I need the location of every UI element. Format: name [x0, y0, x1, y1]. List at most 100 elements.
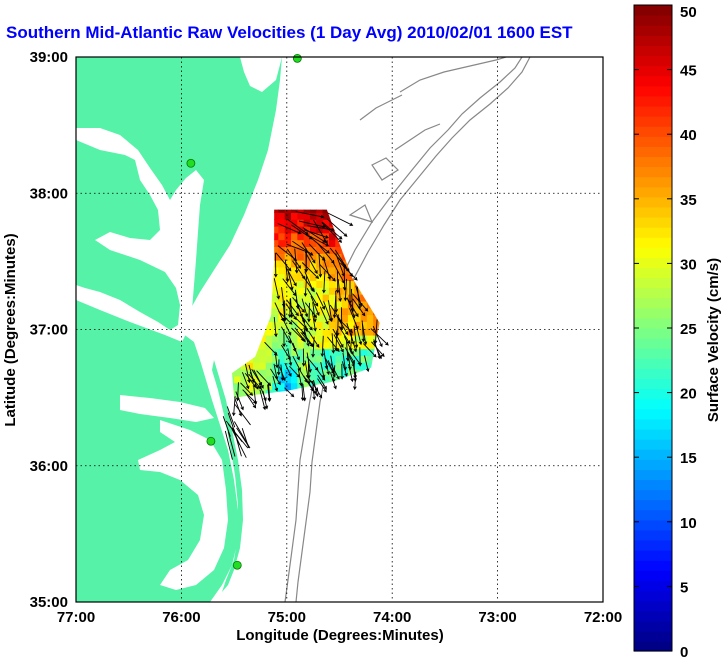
velocity-cell: [272, 239, 279, 247]
velocity-cell: [284, 321, 292, 329]
velocity-cell: [347, 369, 355, 377]
colorbar-tick-label: 10: [680, 515, 697, 532]
colorbar-swatch: [634, 307, 672, 319]
velocity-cell: [360, 334, 368, 343]
velocity-cell: [297, 253, 305, 261]
velocity-vector: [242, 372, 250, 390]
radar-site-marker: [206, 436, 216, 446]
velocity-cell: [322, 253, 330, 261]
velocity-vector: [352, 298, 366, 317]
velocity-cell: [253, 369, 260, 377]
velocity-cell: [284, 209, 292, 213]
velocity-cell: [297, 328, 305, 336]
velocity-vector: [349, 332, 358, 353]
velocity-cell: [354, 334, 362, 343]
velocity-vector: [310, 237, 330, 254]
colorbar-swatch: [634, 287, 672, 299]
velocity-cell: [259, 375, 267, 384]
colorbar-swatch: [634, 439, 672, 450]
velocity-cell: [341, 314, 349, 322]
velocity-cell: [278, 382, 286, 391]
y-tick-label: 35:00: [30, 594, 68, 611]
velocity-vector: [337, 278, 342, 302]
velocity-vector: [344, 347, 355, 364]
velocity-cell: [291, 239, 298, 247]
velocity-cell: [360, 355, 368, 363]
velocity-vector: [248, 364, 255, 384]
velocity-cell: [291, 300, 298, 309]
velocity-cell: [265, 334, 273, 343]
velocity-cell: [309, 307, 317, 316]
colorbar-swatch: [634, 550, 672, 561]
colorbar-swatch: [634, 45, 672, 57]
velocity-cell: [291, 232, 298, 241]
velocity-vector: [301, 348, 306, 367]
colorbar-swatch: [634, 196, 672, 208]
velocity-vector: [319, 306, 329, 325]
velocity-cell: [272, 294, 279, 302]
velocity-vector: [312, 380, 316, 401]
velocity-cell: [341, 273, 349, 282]
velocity-cell: [322, 239, 330, 247]
velocity-vector: [304, 271, 314, 292]
velocity-cell: [272, 287, 279, 295]
velocity-cell: [278, 355, 286, 363]
velocity-cell: [303, 232, 311, 241]
velocity-cell: [303, 294, 311, 302]
velocity-cell: [335, 321, 343, 329]
velocity-cell: [278, 362, 286, 370]
velocity-vector: [300, 314, 313, 331]
velocity-vector: [303, 276, 308, 297]
y-axis: 39:00 38:00 37:00 36:00 35:00: [30, 49, 68, 611]
velocity-cell: [354, 348, 362, 356]
velocity-vector: [301, 262, 320, 280]
colorbar-swatch: [634, 166, 672, 178]
velocity-cell: [284, 232, 292, 241]
velocity-cell: [303, 239, 311, 247]
chart-title: Southern Mid-Atlantic Raw Velocities (1 …: [6, 23, 573, 42]
colorbar-swatch: [634, 398, 672, 410]
colorbar-swatch: [634, 156, 672, 168]
velocity-cell: [341, 328, 349, 336]
chesapeake-bay: [76, 128, 204, 342]
colorbar-tick-label: 5: [680, 579, 688, 596]
velocity-vector: [244, 391, 257, 409]
velocity-cell: [316, 348, 324, 356]
velocity-cell: [341, 280, 349, 288]
velocity-cell: [297, 307, 305, 316]
velocity-cell: [328, 307, 336, 316]
velocity-cell: [231, 375, 235, 384]
velocity-vector: [315, 292, 326, 310]
velocity-cell: [360, 294, 368, 302]
velocity-cell: [354, 294, 362, 302]
velocity-vector: [353, 362, 357, 379]
velocity-cell: [341, 260, 349, 268]
colorbar-swatch: [634, 317, 672, 329]
velocity-cell: [278, 328, 286, 336]
velocity-vector: [372, 325, 383, 348]
velocity-cell: [341, 266, 349, 275]
velocity-cell: [284, 239, 292, 247]
velocity-vector: [306, 356, 319, 371]
velocity-cell: [322, 209, 330, 213]
velocity-cell: [341, 355, 349, 363]
velocity-vector: [308, 243, 326, 262]
velocity-cell: [278, 225, 286, 234]
velocity-vector: [343, 336, 354, 356]
velocity-cell: [272, 341, 279, 350]
velocity-vector: [288, 298, 292, 319]
velocity-vector: [273, 252, 278, 278]
velocity-vector: [291, 327, 305, 342]
velocity-cell: [265, 328, 273, 336]
velocity-cell: [309, 321, 317, 329]
velocity-cell: [366, 341, 374, 350]
colorbar-swatch: [634, 459, 672, 470]
velocity-cell: [322, 314, 330, 322]
velocity-cell: [335, 260, 343, 268]
velocity-cell: [291, 287, 298, 295]
velocity-cell: [366, 314, 374, 322]
velocity-cell: [253, 375, 260, 384]
velocity-cell: [360, 307, 368, 316]
velocity-cell: [360, 348, 368, 356]
velocity-cell: [240, 389, 248, 397]
